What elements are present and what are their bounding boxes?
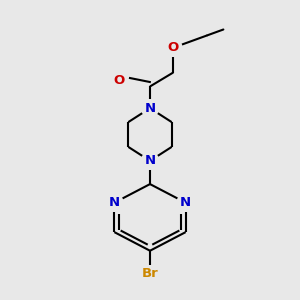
Text: O: O	[113, 74, 124, 87]
Text: N: N	[109, 196, 120, 209]
Text: N: N	[144, 154, 156, 167]
Text: O: O	[168, 41, 179, 54]
Text: N: N	[144, 102, 156, 115]
Text: Br: Br	[142, 268, 158, 281]
Text: N: N	[180, 196, 191, 209]
